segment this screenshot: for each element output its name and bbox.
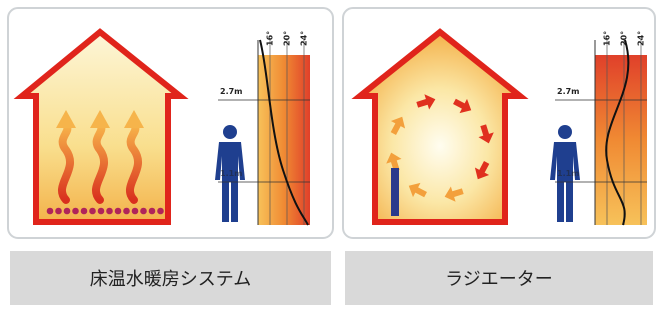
- pipe-dot: [55, 208, 62, 215]
- pipe-dot: [64, 208, 71, 215]
- height-label: 2.7m: [557, 87, 580, 96]
- radiator: [391, 168, 399, 216]
- height-label: 1.1m: [557, 169, 580, 178]
- pipe-dot: [81, 208, 88, 215]
- temperature-label: 16°: [266, 31, 275, 46]
- pipe-dot: [89, 208, 96, 215]
- caption: 床温水暖房システム: [90, 269, 251, 290]
- caption: ラジエーター: [445, 269, 553, 290]
- pipe-dot: [132, 208, 139, 215]
- pipe-dot: [98, 208, 105, 215]
- pipe-dot: [72, 208, 79, 215]
- temperature-label: 20°: [283, 31, 292, 46]
- panel: 床温水暖房システム 16° 20° 24° 2.7m 1.1m: [8, 8, 333, 305]
- pipe-dot: [140, 208, 147, 215]
- height-label: 2.7m: [220, 87, 243, 96]
- pipe-dot: [149, 208, 156, 215]
- panel: ラジエーター 16° 20° 24° 2.7m 1.1m: [343, 8, 655, 305]
- temperature-label: 24°: [637, 31, 646, 46]
- pipe-dot: [47, 208, 54, 215]
- pipe-dot: [123, 208, 130, 215]
- pipe-dot: [115, 208, 122, 215]
- page: 床温水暖房システム 16° 20° 24° 2.7m 1.1m ラジエーター 16° 20° 24…: [0, 0, 663, 309]
- height-label: 1.1m: [220, 169, 243, 178]
- temperature-bar: [258, 55, 310, 225]
- pipe-dot: [157, 208, 164, 215]
- person-head: [558, 125, 572, 139]
- temperature-label: 24°: [300, 31, 309, 46]
- temperature-label: 20°: [620, 31, 629, 46]
- person-head: [223, 125, 237, 139]
- pipe-dot: [106, 208, 113, 215]
- temperature-label: 16°: [603, 31, 612, 46]
